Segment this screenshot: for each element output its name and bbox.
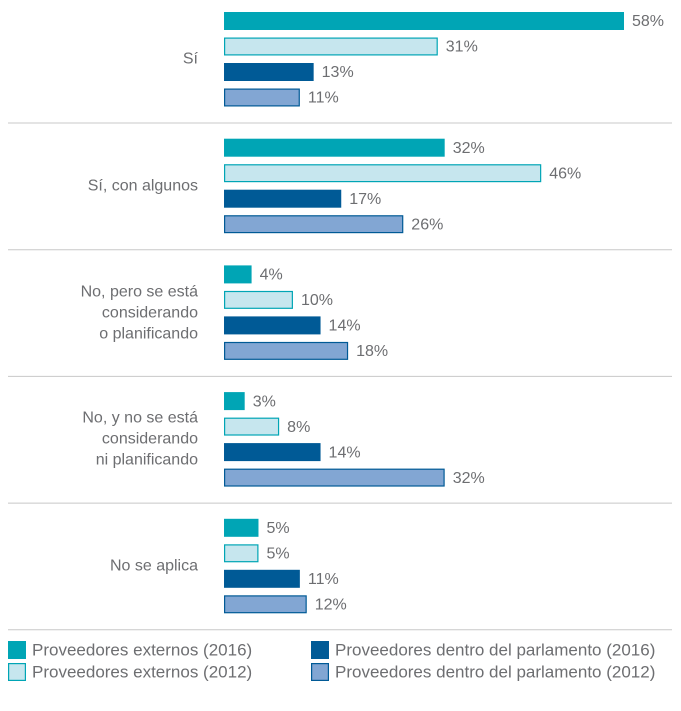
bar [224,544,259,563]
bar [224,341,349,360]
value-label: 12% [315,597,347,614]
legend-label: Proveedores externos (2012) [32,662,252,681]
value-label: 17% [349,191,381,208]
legend-swatch [8,641,26,659]
value-label: 14% [329,318,361,335]
legend-label: Proveedores externos (2016) [32,640,252,659]
bar [224,569,300,588]
value-label: 11% [308,90,339,107]
value-label: 5% [266,520,289,537]
legend-swatch [311,641,329,659]
legend-label: Proveedores dentro del parlamento (2012) [335,662,655,681]
bar [224,12,624,30]
bar [224,595,307,614]
bar [224,138,445,157]
legend-swatch [8,662,26,681]
value-label: 8% [287,419,310,436]
bar [224,518,259,537]
bar [224,215,404,234]
bar [224,164,542,183]
value-label: 58% [632,13,664,30]
bar [224,88,300,107]
bar [224,417,280,436]
value-label: 46% [549,165,581,182]
category-label: Sí [182,50,198,68]
bar [224,37,438,56]
value-label: 10% [301,292,333,309]
value-label: 14% [329,444,361,461]
bar [224,392,245,411]
legend-swatch [311,662,330,681]
value-label: 26% [411,216,443,233]
bar [224,468,445,487]
value-label: 13% [322,64,354,81]
legend-label: Proveedores dentro del parlamento (2016) [335,640,655,659]
bar [224,63,314,81]
bar [224,189,342,208]
value-label: 18% [356,343,388,360]
category-label: No se aplica [109,557,198,575]
value-label: 5% [266,546,289,563]
value-label: 32% [453,140,485,157]
value-label: 31% [446,39,478,56]
value-label: 4% [260,267,283,284]
value-label: 3% [253,393,276,410]
bar [224,316,321,335]
bar [224,265,252,284]
bar [224,443,321,462]
bar [224,290,293,309]
value-label: 11% [308,571,339,588]
category-label: No, y no se está considerando ni planifi… [82,409,198,469]
category-label: No, pero se está considerando o planific… [80,283,198,343]
category-label: Sí, con algunos [87,177,198,195]
value-label: 32% [453,470,485,487]
